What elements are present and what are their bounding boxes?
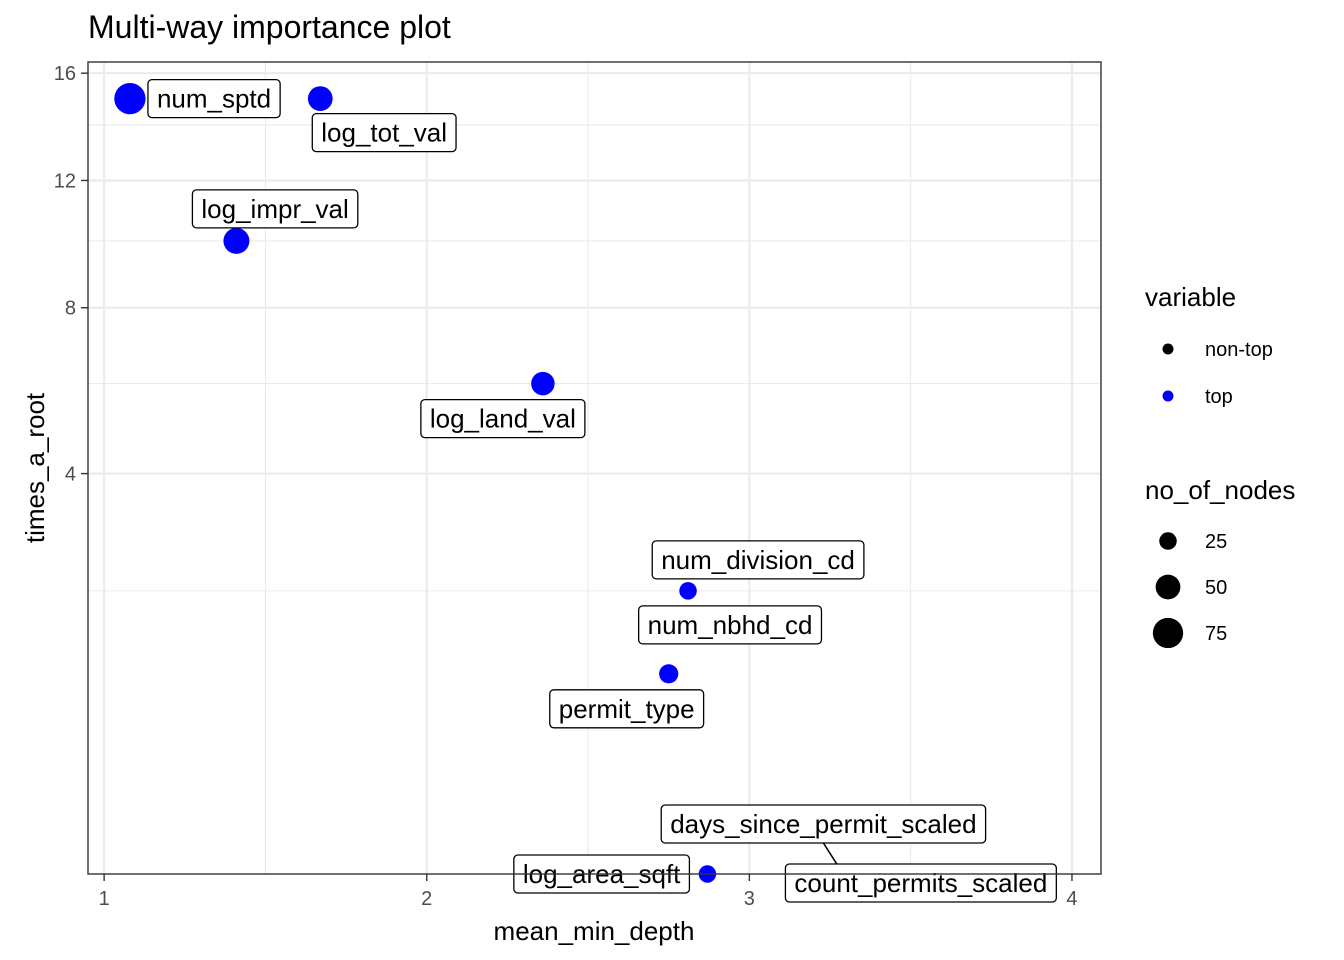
point-label-text: count_permits_scaled [794, 868, 1047, 898]
point-label: count_permits_scaled [784, 863, 1057, 903]
legend-size-title: no_of_nodes [1145, 475, 1295, 505]
label-connector [822, 842, 839, 866]
point-label-text: log_land_val [430, 404, 576, 434]
legend-variable-key [1162, 343, 1174, 355]
point-label-box [660, 804, 987, 844]
plot-panel [88, 62, 1101, 874]
point-label-text: log_impr_val [201, 194, 348, 224]
point-label-box [311, 112, 457, 153]
point-label-box [651, 540, 865, 580]
point-label-text: num_division_cd [661, 545, 855, 575]
x-tick-label: 2 [421, 888, 432, 910]
legend-size-label: 50 [1205, 577, 1227, 599]
point-label: num_division_cd [651, 540, 865, 580]
x-tick-label: 1 [99, 888, 110, 910]
major-grid [88, 62, 1101, 874]
point-label-box [191, 189, 359, 229]
y-axis: 4 8 12 16 [54, 63, 88, 486]
legend-variable-entries: non-top top [1162, 339, 1273, 408]
label-connectors [822, 842, 839, 866]
y-axis-title: times_a_root [20, 392, 50, 543]
y-tick-label: 8 [65, 298, 76, 320]
point-label-box [420, 398, 586, 439]
data-point [659, 664, 679, 684]
legend-variable-label: top [1205, 386, 1233, 408]
x-axis: 1 2 3 4 [99, 874, 1078, 910]
point-label-text: num_sptd [157, 84, 271, 114]
point-label: log_land_val [420, 398, 586, 439]
x-axis-title: mean_min_depth [494, 916, 695, 946]
point-label-text: log_tot_val [321, 118, 447, 148]
point-label-box [549, 689, 705, 729]
legend-variable-label: non-top [1205, 339, 1273, 361]
point-label: log_impr_val [191, 189, 359, 229]
legend-size-key [1159, 532, 1177, 550]
x-tick-label: 4 [1066, 888, 1077, 910]
point-label: log_tot_val [311, 112, 457, 153]
point-label-text: permit_type [559, 694, 695, 724]
legend-size-entries: 25 50 75 [1152, 531, 1227, 649]
legend-size-key [1152, 617, 1184, 649]
legend-variable-key [1162, 390, 1174, 402]
point-label: num_nbhd_cd [638, 605, 823, 645]
legend: variable non-top top no_of_nodes 25 50 75 [1145, 282, 1295, 649]
point-label-text: days_since_permit_scaled [670, 809, 976, 839]
data-point [307, 86, 333, 111]
chart-title: Multi-way importance plot [88, 9, 451, 45]
plot-border [87, 61, 1102, 875]
y-tick-label: 4 [65, 464, 76, 486]
point-label-box [147, 78, 281, 119]
y-tick-label: 12 [54, 170, 76, 192]
minor-grid [88, 62, 1101, 874]
point-label: days_since_permit_scaled [660, 804, 987, 844]
point-label-text: num_nbhd_cd [648, 610, 813, 640]
y-tick-label: 16 [54, 63, 76, 85]
legend-size-key [1155, 574, 1181, 600]
data-point [679, 582, 697, 600]
point-label: permit_type [549, 689, 705, 729]
point-label-box [638, 605, 823, 645]
legend-size-label: 75 [1205, 623, 1227, 645]
legend-variable-title: variable [1145, 282, 1236, 312]
x-tick-label: 3 [744, 888, 755, 910]
data-point [114, 82, 146, 115]
point-labels: num_sptd log_tot_val log_impr_val log_land_… [147, 78, 1057, 903]
point-label: num_sptd [147, 78, 281, 119]
legend-size-label: 25 [1205, 531, 1227, 553]
data-point [223, 227, 250, 254]
data-point [531, 371, 555, 396]
